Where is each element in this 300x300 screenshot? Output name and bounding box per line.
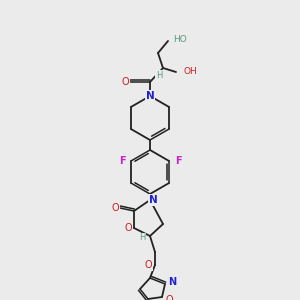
Text: HO: HO <box>173 35 187 44</box>
Text: O: O <box>121 77 129 87</box>
Text: F: F <box>175 156 182 166</box>
Text: O: O <box>111 203 119 213</box>
Text: H: H <box>156 70 162 80</box>
Text: O: O <box>124 223 132 233</box>
Text: N: N <box>148 195 158 205</box>
Text: O: O <box>144 260 152 270</box>
Text: F: F <box>118 156 125 166</box>
Text: N: N <box>168 277 176 287</box>
Text: OH: OH <box>184 68 198 76</box>
Text: O: O <box>165 295 173 300</box>
Text: H: H <box>139 233 145 242</box>
Text: N: N <box>146 91 154 101</box>
